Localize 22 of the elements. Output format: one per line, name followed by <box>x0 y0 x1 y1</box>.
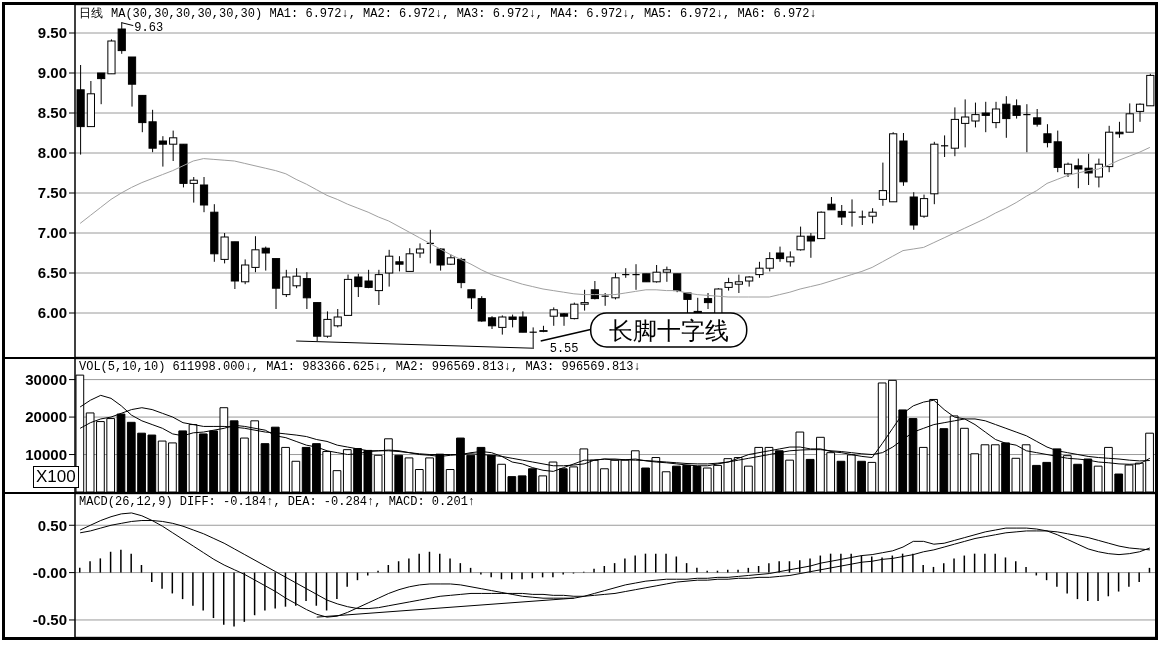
annotation: 5.55 <box>549 342 579 356</box>
unit-box: X100 <box>33 466 79 488</box>
annotation: 长脚十字线 <box>608 317 729 344</box>
y-tick-label: 9.50 <box>37 24 67 42</box>
chart-title: 日线 <box>79 6 103 20</box>
y-tick-label: -0.00 <box>32 563 67 581</box>
annotation: MACD(26,12,9) DIFF: -0.184↑, DEA: -0.284↑, MACD: 0.201↑ <box>79 495 476 509</box>
y-tick-label: 8.00 <box>37 144 67 162</box>
annotation: MA(30,30,30,30,30,30) MA1: 6.972↓, MA2: 6.972↓, MA3: 6.972↓, MA4: 6.972↓, MA5: 6.972↓, MA6: 6.972↓ <box>111 7 817 21</box>
y-tick-label: 8.50 <box>37 104 67 122</box>
annotation: VOL(5,10,10) 611998.000↓, MA1: 983366.625↓, MA2: 996569.813↓, MA3: 996569.813↓ <box>79 360 641 374</box>
annotation: 9.63 <box>134 20 164 35</box>
y-tick-label: 0.50 <box>37 516 67 534</box>
y-tick-label: 10000 <box>25 445 67 463</box>
y-tick-label: 9.00 <box>37 64 67 82</box>
y-tick-label: 30000 <box>25 370 67 388</box>
y-tick-label: 6.00 <box>37 304 67 322</box>
y-tick-label: -0.50 <box>32 611 67 629</box>
y-tick-label: 6.50 <box>37 264 67 282</box>
y-tick-label: 20000 <box>25 408 67 426</box>
y-tick-label: 7.50 <box>37 184 67 202</box>
y-tick-label: 7.00 <box>37 224 67 242</box>
